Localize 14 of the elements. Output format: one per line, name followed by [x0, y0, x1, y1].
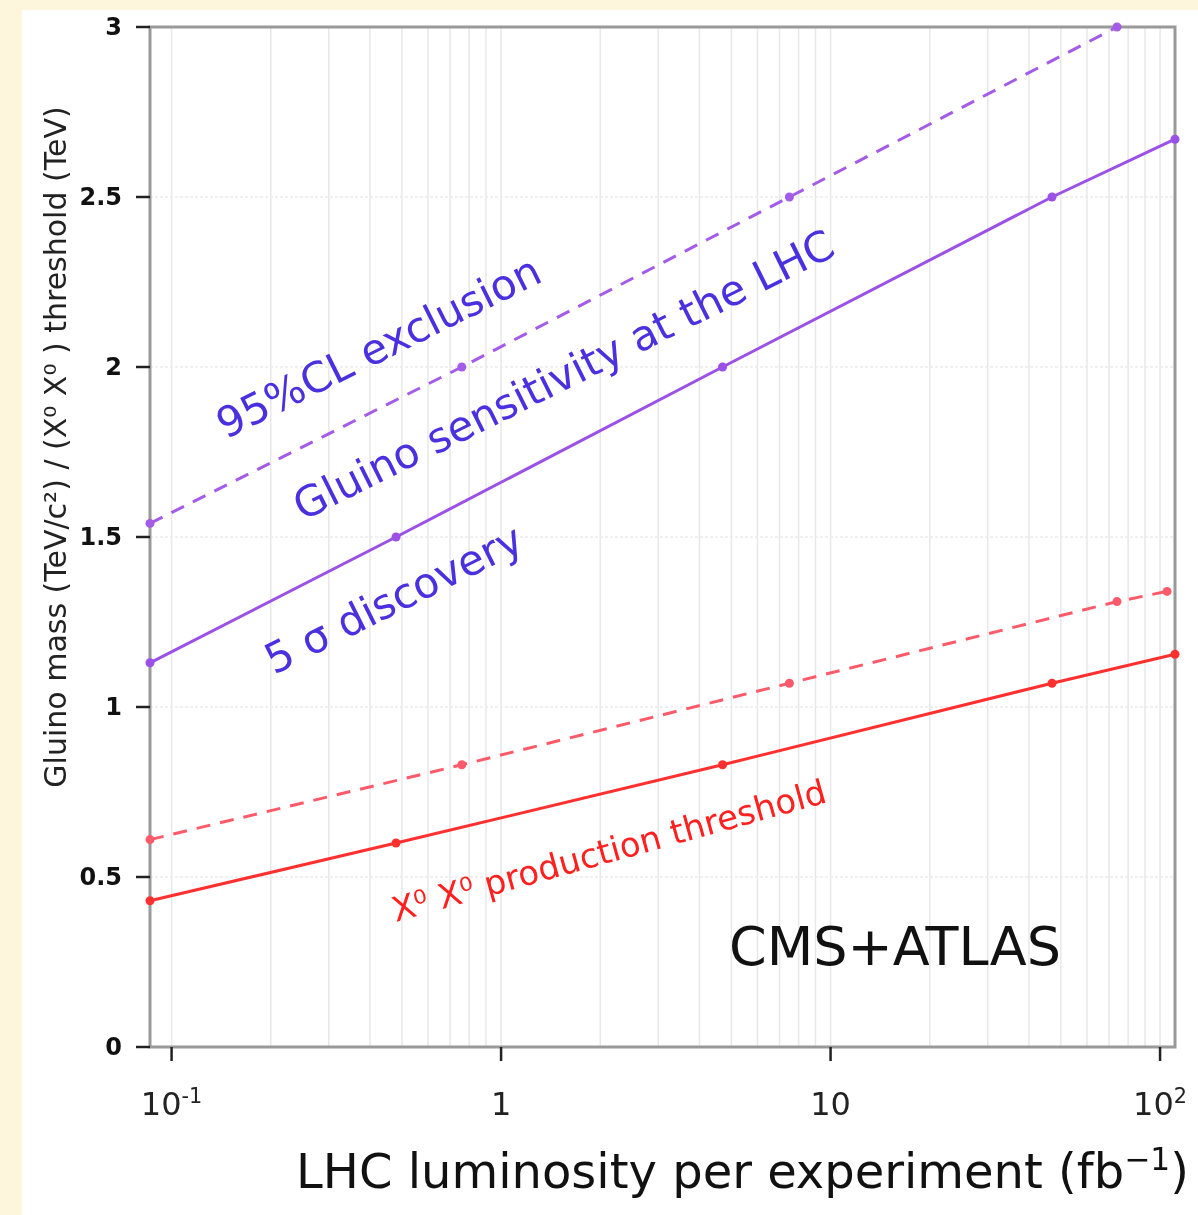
x-axis-title: LHC luminosity per experiment (fb$^{−1}$) [296, 1141, 1189, 1199]
annotation: CMS+ATLAS [728, 915, 1062, 978]
x-tick-label: 10$^{-1}$ [140, 1084, 203, 1123]
y-tick-label: 3 [105, 13, 122, 42]
x-tick-label: 1 [490, 1085, 512, 1123]
y-tick-label: 0 [105, 1033, 122, 1062]
y-tick-label: 0.5 [79, 863, 122, 892]
y-tick-label: 2.5 [79, 183, 122, 212]
x-tick-label: 10$^{2}$ [1133, 1084, 1188, 1123]
y-tick-label: 1.5 [79, 523, 122, 552]
y-tick-label: 2 [105, 353, 122, 382]
x-tick-label: 10 [810, 1085, 851, 1123]
y-tick-label: 1 [105, 693, 122, 722]
y-axis-title: Gluino mass (TeV/c²) / (X⁰ X⁰ ) threshold (TeV) [38, 106, 73, 788]
